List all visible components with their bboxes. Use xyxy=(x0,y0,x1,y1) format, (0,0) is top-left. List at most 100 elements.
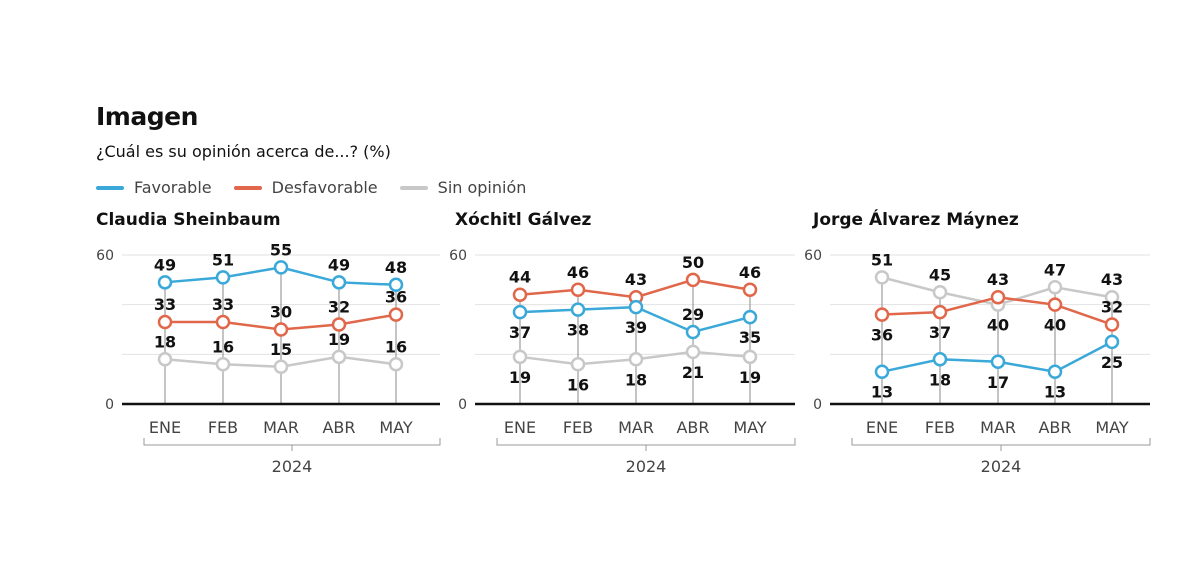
x-axis-label: 2024 xyxy=(626,457,667,476)
legend-swatch xyxy=(399,185,428,190)
data-point xyxy=(685,344,701,360)
x-axis-label: 2024 xyxy=(272,457,313,476)
data-point xyxy=(570,282,586,298)
y-tick-label: 60 xyxy=(449,248,467,264)
y-tick-label: 60 xyxy=(96,248,114,264)
data-label: 50 xyxy=(682,253,704,272)
x-tick-label: MAR xyxy=(980,418,1016,437)
year-bracket xyxy=(143,438,441,451)
data-label: 17 xyxy=(987,373,1009,392)
data-point xyxy=(512,287,528,302)
data-label: 36 xyxy=(385,288,407,307)
x-tick-label: ABR xyxy=(322,418,355,437)
data-label: 40 xyxy=(987,316,1009,335)
data-point xyxy=(331,349,347,365)
data-label: 44 xyxy=(509,268,531,287)
data-point xyxy=(331,317,347,332)
data-point xyxy=(932,285,948,300)
data-point xyxy=(388,357,404,372)
data-label: 43 xyxy=(1101,270,1123,289)
data-point xyxy=(628,299,644,315)
data-label: 37 xyxy=(929,323,951,342)
legend: Favorable Desfavorable Sin opinión xyxy=(96,178,526,197)
data-label: 32 xyxy=(1101,298,1123,317)
data-point xyxy=(990,354,1006,370)
y-tick-label: 60 xyxy=(804,248,822,264)
legend-swatch xyxy=(233,185,262,190)
data-label: 15 xyxy=(270,340,292,359)
data-point xyxy=(331,275,347,290)
y-tick-label: 0 xyxy=(813,397,822,413)
data-label: 39 xyxy=(625,318,647,337)
data-label: 19 xyxy=(328,330,350,349)
x-tick-label: MAY xyxy=(379,418,413,437)
data-label: 29 xyxy=(682,305,704,324)
legend-swatch xyxy=(96,185,124,190)
y-tick-label: 0 xyxy=(458,397,467,413)
data-point xyxy=(1104,317,1120,332)
data-label: 45 xyxy=(929,265,951,284)
data-label: 30 xyxy=(270,303,292,322)
data-label: 19 xyxy=(739,368,761,387)
y-tick-label: 0 xyxy=(105,397,114,413)
x-tick-label: ABR xyxy=(1038,418,1071,437)
data-label: 16 xyxy=(567,375,589,394)
data-point xyxy=(215,270,231,285)
data-label: 37 xyxy=(509,323,531,342)
data-point xyxy=(742,349,758,365)
legend-item-sin-opinion: Sin opinión xyxy=(399,178,526,197)
data-label: 43 xyxy=(987,270,1009,289)
year-bracket xyxy=(851,438,1151,451)
chart-title: Imagen xyxy=(96,102,198,131)
data-point xyxy=(157,352,173,367)
data-point xyxy=(570,357,586,372)
data-point xyxy=(685,324,701,340)
data-label: 49 xyxy=(328,255,350,274)
data-point xyxy=(1047,297,1063,312)
x-tick-label: MAY xyxy=(733,418,767,437)
legend-item-desfavorable: Desfavorable xyxy=(233,178,378,197)
data-point xyxy=(742,309,758,325)
data-point xyxy=(874,270,890,285)
x-tick-label: ENE xyxy=(149,418,181,437)
data-point xyxy=(932,352,948,367)
legend-item-favorable: Favorable xyxy=(96,178,212,197)
x-tick-label: FEB xyxy=(208,418,238,437)
x-tick-label: MAR xyxy=(618,418,654,437)
data-label: 19 xyxy=(509,368,531,387)
data-label: 18 xyxy=(929,370,951,389)
panel-title: Jorge Álvarez Máynez xyxy=(812,208,1019,230)
data-point xyxy=(685,272,701,288)
x-tick-label: ABR xyxy=(676,418,709,437)
data-point xyxy=(512,349,528,365)
data-point xyxy=(215,357,231,372)
x-tick-label: MAY xyxy=(1095,418,1129,437)
panel-title: Claudia Sheinbaum xyxy=(96,210,281,230)
x-tick-label: FEB xyxy=(925,418,955,437)
data-point xyxy=(742,282,758,298)
data-label: 46 xyxy=(739,263,761,282)
data-point xyxy=(157,275,173,290)
data-label: 38 xyxy=(567,321,589,340)
data-point xyxy=(932,304,948,320)
data-label: 18 xyxy=(154,332,176,351)
data-point xyxy=(273,260,289,275)
data-point xyxy=(874,307,890,322)
data-label: 55 xyxy=(270,240,292,259)
x-tick-label: FEB xyxy=(563,418,593,437)
data-label: 21 xyxy=(682,363,704,382)
data-point xyxy=(990,289,1006,305)
data-point xyxy=(1104,289,1120,305)
data-label: 33 xyxy=(154,295,176,314)
legend-label: Favorable xyxy=(134,178,212,197)
data-point xyxy=(273,359,289,374)
data-label: 32 xyxy=(328,298,350,317)
panel-title: Xóchitl Gálvez xyxy=(455,210,592,230)
data-point xyxy=(388,307,404,322)
data-point xyxy=(570,302,586,317)
x-tick-label: ENE xyxy=(866,418,898,437)
data-point xyxy=(874,364,890,379)
data-point xyxy=(1047,280,1063,295)
data-label: 13 xyxy=(871,383,893,402)
data-label: 36 xyxy=(871,326,893,345)
